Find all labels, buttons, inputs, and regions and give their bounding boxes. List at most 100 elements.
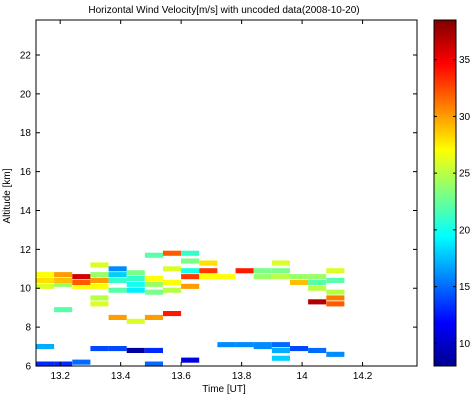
colorbar-tick-label: 15 bbox=[459, 282, 471, 293]
data-cell bbox=[326, 268, 345, 274]
data-cell bbox=[126, 318, 145, 324]
data-cell bbox=[126, 270, 145, 276]
data-cell bbox=[144, 281, 163, 287]
data-cell bbox=[144, 361, 163, 367]
y-tick-label: 18 bbox=[20, 128, 32, 139]
data-cell bbox=[54, 307, 73, 313]
x-tick-label: 13.2 bbox=[50, 371, 70, 382]
data-cell bbox=[181, 250, 200, 256]
data-cell bbox=[54, 272, 73, 278]
data-cell bbox=[181, 268, 200, 274]
data-cell bbox=[90, 283, 109, 289]
x-tick-label: 14.2 bbox=[353, 371, 373, 382]
data-cell bbox=[326, 301, 345, 307]
data-cell bbox=[90, 272, 109, 278]
data-cell bbox=[163, 250, 182, 256]
data-cell bbox=[253, 268, 272, 274]
colorbar-tick-label: 20 bbox=[459, 225, 471, 236]
plot-area bbox=[36, 20, 417, 366]
data-cell bbox=[126, 287, 145, 293]
data-cell bbox=[36, 344, 55, 350]
data-cell bbox=[326, 277, 345, 283]
data-cell bbox=[108, 346, 127, 352]
data-cell bbox=[108, 314, 127, 320]
y-tick-label: 16 bbox=[20, 167, 32, 178]
y-tick-label: 10 bbox=[20, 284, 32, 295]
data-cell bbox=[36, 272, 55, 278]
data-cell bbox=[217, 342, 236, 348]
data-cell bbox=[271, 347, 290, 353]
data-cell bbox=[36, 277, 55, 283]
chart-title: Horizontal Wind Velocity[m/s] with uncod… bbox=[88, 5, 359, 16]
x-axis-ticks: 13.2 13.4 13.6 13.8 14 14.2 bbox=[50, 20, 373, 382]
data-cell bbox=[326, 289, 345, 295]
data-cell bbox=[181, 283, 200, 289]
data-cell bbox=[163, 279, 182, 285]
data-cell bbox=[144, 276, 163, 282]
y-axis-label: Altitude [km] bbox=[2, 168, 13, 223]
data-cell bbox=[54, 281, 73, 287]
data-cell bbox=[126, 281, 145, 287]
data-cell bbox=[108, 266, 127, 272]
colorbar-ticks: 10 15 20 25 30 35 bbox=[434, 55, 471, 350]
data-cell bbox=[308, 285, 327, 291]
x-tick-label: 14 bbox=[297, 371, 309, 382]
data-cell bbox=[144, 252, 163, 258]
data-cell bbox=[144, 314, 163, 320]
x-tick-label: 13.6 bbox=[171, 371, 191, 382]
data-cell bbox=[108, 272, 127, 278]
data-cell bbox=[72, 279, 91, 285]
data-cell bbox=[308, 347, 327, 353]
data-cell bbox=[181, 274, 200, 280]
y-tick-label: 6 bbox=[25, 362, 31, 373]
data-cell bbox=[126, 276, 145, 282]
data-cell bbox=[199, 260, 218, 266]
data-cell bbox=[271, 268, 290, 274]
y-axis-ticks: 6 8 10 12 14 16 18 20 22 bbox=[20, 50, 417, 373]
colorbar-tick-label: 35 bbox=[459, 55, 471, 66]
data-cell bbox=[72, 274, 91, 280]
data-cell bbox=[72, 359, 91, 365]
data-cell bbox=[90, 277, 109, 283]
data-cell bbox=[126, 347, 145, 353]
data-cell bbox=[253, 342, 272, 348]
data-cell bbox=[108, 277, 127, 283]
data-cell bbox=[235, 268, 254, 274]
data-cell bbox=[36, 283, 55, 289]
plot-frame bbox=[35, 19, 418, 367]
colorbar bbox=[433, 19, 457, 367]
data-cell bbox=[308, 274, 327, 280]
data-cell bbox=[290, 279, 309, 285]
data-cell bbox=[90, 262, 109, 268]
data-cell bbox=[181, 258, 200, 264]
data-cell bbox=[181, 357, 200, 363]
data-cell bbox=[163, 287, 182, 293]
data-cell bbox=[90, 301, 109, 307]
y-tick-label: 8 bbox=[25, 323, 31, 334]
colorbar-tick-label: 30 bbox=[459, 112, 471, 123]
data-cells bbox=[36, 250, 345, 367]
data-cell bbox=[308, 299, 327, 305]
y-tick-label: 22 bbox=[20, 50, 32, 61]
data-cell bbox=[308, 279, 327, 285]
data-cell bbox=[271, 342, 290, 348]
colorbar-tick-label: 10 bbox=[459, 339, 471, 350]
y-tick-label: 14 bbox=[20, 206, 32, 217]
data-cell bbox=[108, 287, 127, 293]
data-cell bbox=[90, 295, 109, 301]
data-cell bbox=[54, 361, 73, 367]
data-cell bbox=[199, 268, 218, 274]
data-cell bbox=[271, 260, 290, 266]
x-tick-label: 13.8 bbox=[232, 371, 252, 382]
data-cell bbox=[90, 346, 109, 352]
data-cell bbox=[36, 361, 55, 367]
data-cell bbox=[253, 274, 272, 280]
data-cell bbox=[163, 311, 182, 317]
data-cell bbox=[72, 283, 91, 289]
data-cell bbox=[326, 351, 345, 357]
data-cell bbox=[326, 295, 345, 301]
x-tick-label: 13.4 bbox=[111, 371, 131, 382]
data-cell bbox=[199, 274, 218, 280]
data-cell bbox=[290, 274, 309, 280]
data-cell bbox=[217, 274, 236, 280]
